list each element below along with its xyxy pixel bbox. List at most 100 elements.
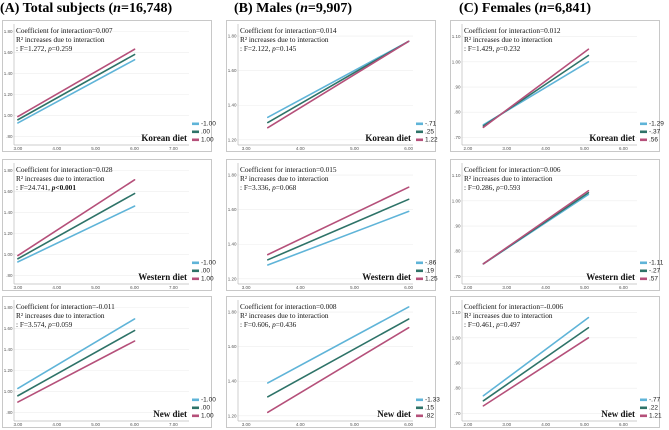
x-tick-label: 7.00: [169, 422, 178, 427]
legend-swatch: [192, 398, 199, 402]
p-value: =0.436: [276, 320, 297, 329]
y-tick-label: 1.20: [228, 137, 237, 142]
series-line-2: [17, 192, 136, 260]
y-tick-label: 1.80: [228, 173, 237, 178]
annotation-f-stat: : F=2.122, p=0.145: [240, 44, 297, 53]
legend-swatch: [640, 414, 647, 418]
x-tick-label: 6.00: [130, 285, 139, 290]
legend-label: 1.00: [201, 413, 214, 420]
p-label: p: [495, 183, 500, 192]
legend-label: .19: [425, 268, 434, 275]
legend-label: .25: [425, 129, 434, 136]
legend-label: -1.00: [201, 121, 216, 128]
legend-label: -.71: [425, 121, 437, 128]
x-tick-label: 5.00: [350, 285, 359, 290]
chart-total-new: .80 1.00 1.20 1.40 1.60 1.80 3.00 4.00 5.00 6.00 7…: [4, 300, 216, 427]
y-tick-label: .90: [454, 85, 461, 90]
chart-females-new: .70 .80 .90 1.00 1.10 2.00 3.00 4.00 5.00 6.00 Coe…: [452, 300, 662, 427]
series-line-3: [482, 48, 590, 129]
y-tick-label: .90: [454, 224, 461, 229]
diet-label: Korean diet: [365, 133, 411, 143]
column-title-total: (A) Total subjects (n=16,748): [0, 1, 173, 16]
x-tick-label: 6.00: [130, 146, 139, 151]
series-line-1: [17, 58, 136, 124]
f-stat-value: : F=0.461,: [464, 320, 496, 329]
x-tick-label: 4.00: [296, 146, 305, 151]
series-line-3: [266, 186, 410, 256]
series-line-3: [266, 326, 410, 414]
x-tick-label: 4.00: [541, 422, 550, 427]
x-tick-label: 6.00: [130, 422, 139, 427]
x-tick-label: 2.00: [463, 422, 472, 427]
x-tick-label: 6.00: [404, 285, 413, 290]
y-tick-label: 1.40: [4, 347, 13, 352]
annotation-r2: R² increases due to interaction: [16, 311, 105, 320]
legend-swatch: [192, 277, 199, 281]
y-tick-label: 1.60: [4, 189, 13, 194]
legend-label: 1.21: [649, 413, 662, 420]
annotation-r2: R² increases due to interaction: [464, 311, 553, 320]
legend-swatch: [640, 406, 647, 410]
y-tick-label: .70: [454, 135, 461, 140]
y-tick-label: 1.80: [228, 34, 237, 39]
legend-swatch: [192, 122, 199, 126]
legend-label: .56: [649, 137, 658, 144]
legend-label: .00: [201, 129, 210, 136]
y-tick-label: 1.20: [4, 92, 13, 97]
p-label: p: [495, 44, 500, 53]
x-tick-label: 4.00: [296, 285, 305, 290]
legend-swatch: [192, 269, 199, 273]
f-stat-value: : F=1.429,: [464, 44, 496, 53]
y-tick-label: .80: [6, 134, 13, 139]
legend-swatch: [416, 398, 423, 402]
x-tick-label: 7.00: [169, 146, 178, 151]
x-tick-label: 6.00: [619, 146, 628, 151]
annotation-f-stat: : F=3.574, p=0.059: [16, 320, 73, 329]
x-tick-label: 3.00: [242, 422, 251, 427]
panel-males-new: 1.20 1.40 1.60 1.80 3.00 4.00 5.00 6.00 Coeffici…: [226, 296, 440, 428]
series-line-1: [17, 205, 136, 263]
x-tick-label: 3.00: [14, 146, 23, 151]
x-tick-label: 3.00: [14, 285, 23, 290]
series-line-3: [266, 40, 410, 129]
panel-females-new: .70 .80 .90 1.00 1.10 2.00 3.00 4.00 5.00 6.00 Coe…: [450, 296, 662, 428]
y-tick-label: 1.10: [452, 34, 461, 39]
legend-label: .82: [425, 413, 434, 420]
diet-label: Korean diet: [141, 133, 187, 143]
legend-swatch: [640, 398, 647, 402]
p-value: =0.497: [500, 320, 521, 329]
p-label: p: [271, 183, 276, 192]
x-tick-label: 5.00: [91, 285, 100, 290]
annotation-r2: R² increases due to interaction: [464, 174, 553, 183]
y-tick-label: 1.00: [452, 198, 461, 203]
series-line-3: [482, 189, 590, 265]
y-tick-label: 1.60: [4, 326, 13, 331]
annotation-r2: R² increases due to interaction: [16, 35, 105, 44]
diet-label: New diet: [601, 409, 635, 419]
y-tick-label: .70: [454, 411, 461, 416]
legend-label: .00: [201, 405, 210, 412]
panel-males-korean: 1.20 1.40 1.60 1.80 3.00 4.00 5.00 6.00 Coeffici…: [226, 20, 438, 152]
x-tick-label: 6.00: [619, 422, 628, 427]
x-tick-label: 6.00: [404, 422, 413, 427]
series-line-2: [17, 329, 136, 397]
legend-label: -1.29: [649, 121, 664, 128]
panel-females-western: .70 .80 .90 1.00 1.10 2.00 3.00 4.00 5.00 6.00 Coe…: [450, 159, 664, 291]
y-tick-label: .80: [454, 110, 461, 115]
y-tick-label: 1.00: [452, 335, 461, 340]
legend-swatch: [640, 138, 647, 142]
legend-label: -1.00: [201, 260, 216, 267]
x-tick-label: 5.00: [580, 285, 589, 290]
legend-label: 1.00: [201, 276, 214, 283]
y-tick-label: 1.10: [452, 173, 461, 178]
x-tick-label: 5.00: [350, 422, 359, 427]
legend-swatch: [192, 414, 199, 418]
legend-label: 1.25: [425, 276, 438, 283]
legend-swatch: [416, 414, 423, 418]
p-label: p: [271, 320, 276, 329]
legend-swatch: [192, 130, 199, 134]
annotation-coefficient: Coefficient for interaction=0.007: [16, 26, 113, 35]
legend-swatch: [640, 130, 647, 134]
diet-label: Korean diet: [589, 133, 635, 143]
legend-swatch: [192, 138, 199, 142]
